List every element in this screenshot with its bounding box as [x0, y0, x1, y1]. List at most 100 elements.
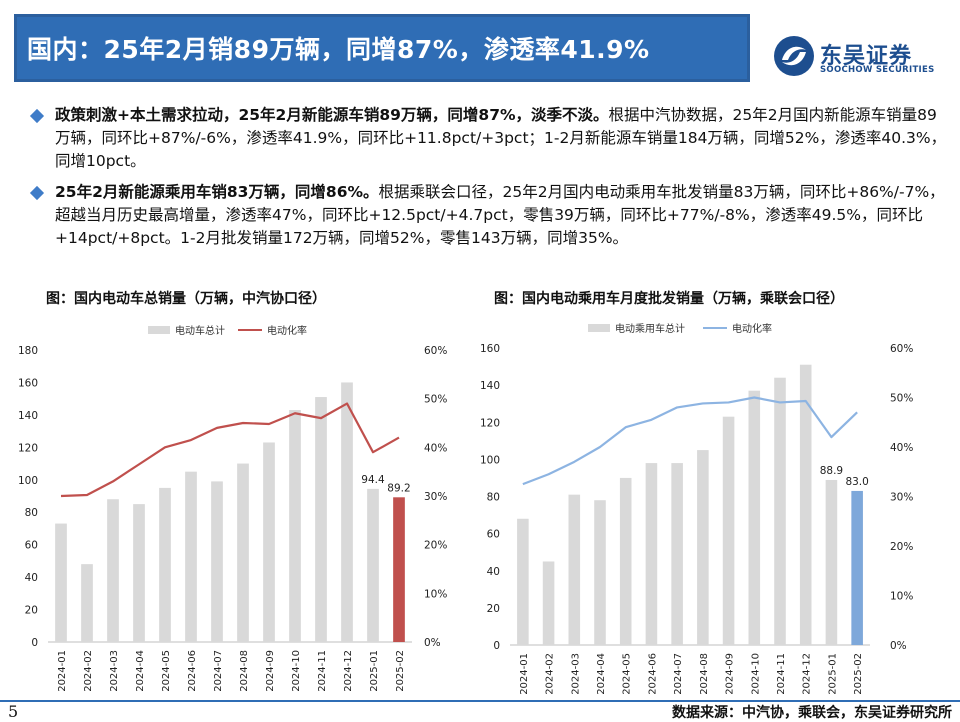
- bullet-item: 25年2月新能源乘用车销83万辆，同增86%。根据乘联会口径，25年2月国内电动…: [28, 181, 948, 250]
- y2-tick-label: 50%: [424, 394, 447, 406]
- bar: [799, 364, 812, 645]
- y2-tick-label: 10%: [890, 591, 913, 603]
- bullet-bold: 25年2月新能源乘用车销83万辆，同增86%。: [55, 183, 379, 201]
- y-tick-label: 0: [31, 637, 38, 649]
- legend-bar-label: 电动乘用车总计: [615, 322, 685, 335]
- bar: [185, 471, 197, 642]
- x-tick-label: 2024-12: [343, 650, 354, 692]
- x-tick-label: 2024-07: [213, 650, 224, 692]
- legend-bar-label: 电动车总计: [175, 324, 225, 337]
- y2-tick-label: 50%: [890, 393, 913, 405]
- x-tick-label: 2024-01: [519, 653, 530, 695]
- chart-title-left: 图：国内电动车总销量（万辆，中汽协口径）: [46, 291, 326, 307]
- y2-tick-label: 60%: [890, 343, 913, 355]
- bar: [341, 382, 353, 642]
- bar: [825, 479, 838, 645]
- y-tick-label: 80: [487, 492, 500, 504]
- x-tick-label: 2024-02: [545, 653, 556, 695]
- legend-line-label: 电动化率: [267, 324, 307, 337]
- bar: [107, 499, 119, 642]
- bar: [289, 410, 301, 642]
- bar: [748, 390, 761, 645]
- chart-ev-total-sales: 0 20 40 60 80 100 120 140 160 180 0% 10% 20% 30% 40% 50…: [18, 324, 447, 692]
- y2-tick-label: 0%: [890, 640, 907, 652]
- x-tick-label: 2024-06: [647, 653, 658, 695]
- bar: [722, 416, 735, 645]
- x-tick-label: 2024-11: [317, 650, 328, 692]
- y2-tick-label: 20%: [424, 540, 447, 552]
- x-tick-label: 2024-04: [596, 653, 607, 695]
- bar: [55, 523, 67, 642]
- bar: [367, 488, 379, 642]
- y-tick-label: 60: [25, 540, 38, 552]
- bar: [774, 377, 786, 645]
- x-tick-label: 2024-03: [109, 650, 120, 692]
- penetration-rate-line: [60, 402, 400, 498]
- y-tick-label: 40: [25, 572, 38, 584]
- x-tick-label: 2024-07: [673, 653, 684, 695]
- y-tick-label: 160: [480, 343, 500, 355]
- bar: [671, 463, 683, 645]
- penetration-rate-line: [522, 396, 858, 486]
- x-tick-label: 2024-01: [57, 650, 68, 692]
- x-tick-label: 2024-09: [725, 653, 736, 695]
- data-label: 88.9: [820, 465, 843, 477]
- y2-tick-label: 30%: [424, 491, 447, 503]
- x-tick-label: 2025-01: [827, 653, 838, 695]
- logo-cn: 东吴证券: [820, 44, 913, 69]
- chart-title-right: 图：国内电动乘用车月度批发销量（万辆，乘联会口径）: [494, 291, 844, 307]
- y-tick-label: 60: [487, 529, 500, 541]
- x-tick-label: 2024-04: [135, 650, 146, 692]
- bar: [393, 497, 405, 642]
- bar: [517, 518, 529, 645]
- y2-tick-label: 40%: [424, 442, 447, 454]
- y-tick-label: 100: [18, 475, 38, 487]
- legend-bar-swatch: [148, 326, 170, 334]
- footer-divider: [0, 700, 960, 702]
- y-tick-label: 40: [487, 566, 500, 578]
- x-tick-label: 2024-11: [776, 653, 787, 695]
- y-tick-label: 160: [18, 377, 38, 389]
- x-tick-label: 2024-03: [570, 653, 581, 695]
- x-tick-label: 2024-05: [161, 650, 172, 692]
- bar: [159, 487, 171, 642]
- y2-tick-label: 40%: [890, 442, 913, 454]
- x-tick-label: 2024-09: [265, 650, 276, 692]
- x-tick-label: 2024-02: [83, 650, 94, 692]
- x-tick-label: 2024-10: [750, 653, 761, 695]
- data-label: 83.0: [845, 476, 868, 488]
- x-tick-label: 2024-08: [699, 653, 710, 695]
- x-tick-label: 2024-06: [187, 650, 198, 692]
- y-tick-label: 20: [487, 603, 500, 615]
- bar: [263, 442, 275, 642]
- x-tick-label: 2024-12: [802, 653, 813, 695]
- logo: 东吴证券 SOOCHOW SECURITIES: [774, 36, 954, 86]
- bar: [542, 561, 555, 645]
- chart-ev-passenger-wholesale: 0 20 40 60 80 100 120 140 160 0% 10% 20% 30% 40% 50% 60…: [480, 322, 913, 695]
- logo-mark-icon: [774, 36, 814, 76]
- bullet-bold: 政策刺激+本土需求拉动，25年2月新能源车销89万辆，同增87%，淡季不淡。: [55, 106, 609, 124]
- x-tick-label: 2024-05: [622, 653, 633, 695]
- bar: [645, 463, 658, 645]
- slide-title: 国内：25年2月销89万辆，同增87%，渗透率41.9%: [27, 35, 650, 64]
- logo-en: SOOCHOW SECURITIES: [820, 65, 935, 75]
- x-tick-label: 2025-02: [853, 653, 864, 695]
- data-label: 89.2: [387, 482, 410, 494]
- bar: [315, 397, 327, 642]
- title-bar: 国内：25年2月销89万辆，同增87%，渗透率41.9%: [14, 14, 750, 82]
- diamond-bullet-icon: [29, 108, 45, 124]
- legend-bar-swatch: [588, 324, 610, 332]
- y-tick-label: 0: [493, 640, 500, 652]
- bullet-text: 根据乘联会口径，25年2月国内电动乘用车批发销量83万辆，同环比+86%/-7%…: [55, 183, 945, 247]
- bar: [697, 450, 709, 645]
- bar: [81, 564, 93, 642]
- bar: [594, 500, 606, 645]
- y-tick-label: 80: [25, 507, 38, 519]
- y-tick-label: 100: [480, 454, 500, 466]
- y-tick-label: 140: [480, 380, 500, 392]
- bullet-list: 政策刺激+本土需求拉动，25年2月新能源车销89万辆，同增87%，淡季不淡。根据…: [28, 104, 948, 258]
- x-tick-label: 2025-02: [395, 650, 406, 692]
- diamond-bullet-icon: [29, 185, 45, 201]
- x-tick-label: 2025-01: [369, 650, 380, 692]
- y-tick-label: 180: [18, 345, 38, 357]
